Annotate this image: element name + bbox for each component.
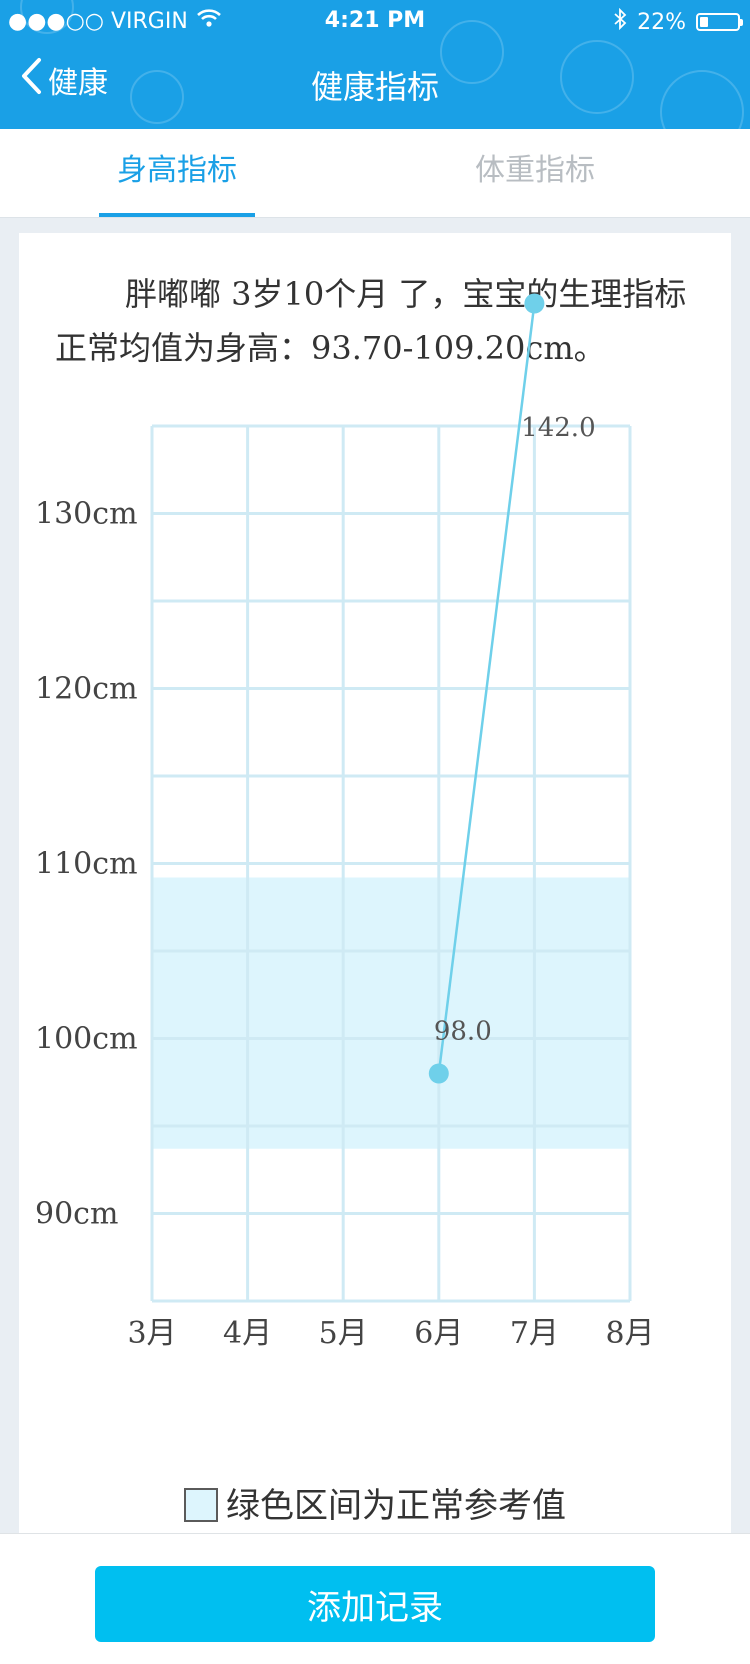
x-tick-label: 7月 [510,1316,559,1351]
bottom-bar: 添加记录 [0,1533,750,1664]
battery-level [700,17,708,27]
y-tick-label: 110cm [35,847,138,882]
tab-active-indicator [99,213,255,217]
y-tick-label: 130cm [35,497,138,532]
back-label: 健康 [48,66,108,101]
legend-label: 绿色区间为正常参考值 [226,1486,566,1526]
x-tick-label: 5月 [319,1316,368,1351]
height-chart: 90cm 100cm 110cm 120cm 130cm 3月 4月 5月 6月 7月 8月 98.0… [35,293,655,1351]
x-tick-label: 6月 [414,1316,463,1351]
legend-swatch [184,1488,218,1522]
y-tick-label: 90cm [35,1197,118,1232]
tab-height[interactable]: 身高指标 [99,129,255,217]
tab-bar: 身高指标 体重指标 [0,129,750,218]
height-description: 胖嘟嘟 3岁10个月 了，宝宝的生理指标正常均值为身高：93.70-109.20… [55,275,687,367]
nav-bar: 健康 健康指标 [0,40,750,129]
back-button[interactable]: 健康 [20,54,108,106]
x-tick-label: 3月 [127,1316,176,1351]
y-tick-label: 120cm [35,672,138,707]
page-title: 健康指标 [310,68,439,106]
battery-percent: 22% [637,9,686,35]
x-tick-label: 8月 [605,1316,654,1351]
battery-icon [696,13,743,31]
data-point [428,1063,449,1084]
data-label: 98.0 [434,1017,492,1047]
tab-label: 身高指标 [117,153,237,188]
data-point [524,293,545,314]
top-bar: ●●●○○ VIRGIN 4:21 PM 22% [0,0,750,129]
height-card: 胖嘟嘟 3岁10个月 了，宝宝的生理指标正常均值为身高：93.70-109.20… [19,233,731,1533]
normal-range-band [152,877,630,1149]
decorative-doodle [130,70,184,124]
legend: 绿色区间为正常参考值 [19,1478,731,1527]
status-time: 4:21 PM [324,8,426,33]
data-label: 142.0 [521,413,595,443]
chevron-left-icon [20,57,42,103]
carrier-label: ●●●○○ VIRGIN [8,8,188,34]
decorative-doodle [440,20,504,84]
x-tick-label: 4月 [223,1316,272,1351]
y-tick-label: 100cm [35,1022,138,1057]
series-line [437,303,536,1074]
add-record-button[interactable]: 添加记录 [95,1566,655,1642]
tab-weight[interactable]: 体重指标 [455,129,615,217]
wifi-icon [196,8,222,34]
bluetooth-icon [613,7,627,36]
tab-label: 体重指标 [475,153,595,188]
status-bar: ●●●○○ VIRGIN 4:21 PM 22% [0,0,750,40]
decorative-doodle [560,40,634,114]
